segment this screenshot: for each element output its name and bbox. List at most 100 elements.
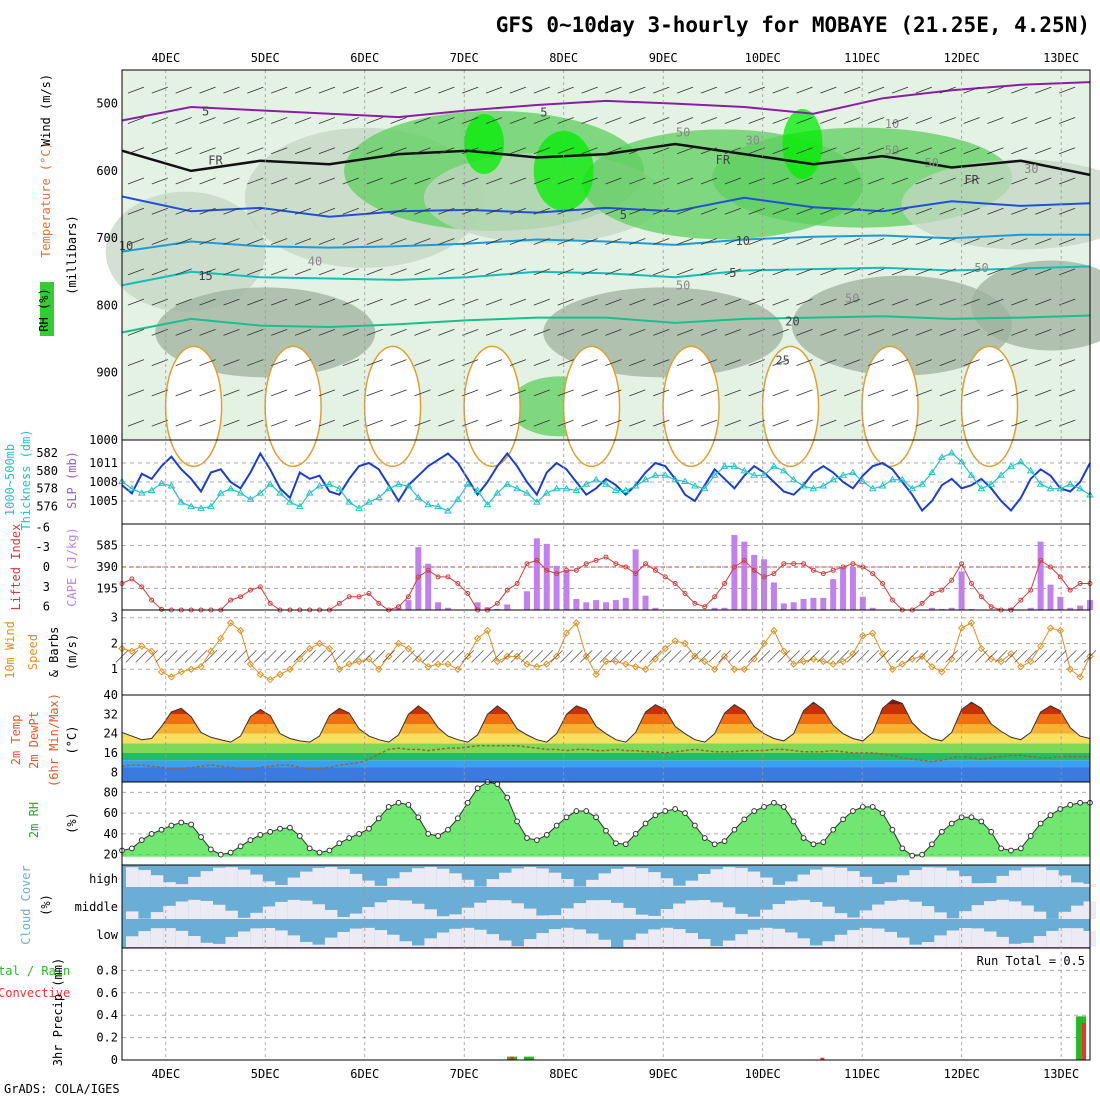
wind-barb <box>820 298 837 306</box>
cloud-high-cell <box>188 876 201 887</box>
wind-barb-10m <box>145 650 158 663</box>
cape-bar <box>849 567 856 610</box>
wind-barb <box>485 298 503 306</box>
wind-barb <box>318 207 336 215</box>
wind-barb <box>748 268 765 276</box>
chart-title: GFS 0~10day 3-hourly for MOBAYE (21.25E,… <box>496 13 1090 37</box>
wind-speed-point <box>138 642 146 650</box>
wind-barb-10m <box>787 650 800 663</box>
wind-speed-point <box>493 657 502 666</box>
wind-speed-point <box>424 662 432 671</box>
wind-barb <box>1011 298 1028 306</box>
thickness-point <box>888 475 897 483</box>
thickness-point <box>720 462 729 469</box>
rh-shading-blob <box>464 114 505 174</box>
wind-speed-point <box>671 637 679 645</box>
wind-barb <box>820 207 837 215</box>
wind-barb <box>629 328 646 336</box>
wind-barb <box>772 177 789 185</box>
wind-barb-10m <box>500 650 514 663</box>
thickness-point <box>216 489 225 496</box>
wind-speed-point <box>592 670 600 679</box>
slp-tick-label: 1011 <box>89 456 118 470</box>
cape-tick-label: 390 <box>96 560 118 574</box>
cape-tick-label: 585 <box>96 539 118 553</box>
wind-barb <box>509 177 527 185</box>
wind-barb <box>342 298 359 306</box>
thickness-point <box>957 457 966 465</box>
thickness-point <box>967 471 976 478</box>
cloud-low-cell <box>1058 928 1072 947</box>
wind-barb <box>223 207 240 215</box>
thickness-point <box>532 498 541 505</box>
wind-barb <box>294 419 312 427</box>
lifted-index-point <box>929 590 935 596</box>
thickness-tick-label: 578 <box>36 482 58 496</box>
rh-contour-label: 50 <box>676 278 690 292</box>
rh2m-point <box>850 808 856 814</box>
precip-total-bar <box>1076 1016 1087 1060</box>
wind-speed-point <box>226 619 235 627</box>
cloud-middle-cell <box>996 899 1009 919</box>
wind-barb-10m <box>994 650 1008 663</box>
pressure-tick-label: 1000 <box>89 433 118 447</box>
cape-bar <box>543 543 550 610</box>
cape-bar <box>563 570 570 610</box>
cape-bar <box>1057 596 1064 610</box>
wind-barb <box>820 177 837 185</box>
wind-barb <box>653 389 670 397</box>
wind-barb-10m <box>1014 650 1028 663</box>
wind-barb <box>963 389 980 397</box>
lifted-index-point <box>781 561 787 567</box>
cloud-high-cell <box>374 885 388 887</box>
thickness-point <box>750 471 759 478</box>
wind-barb <box>390 86 407 94</box>
wind-speed-point <box>740 665 748 673</box>
thickness-point <box>849 468 857 476</box>
cloud-middle-cell <box>673 903 686 919</box>
wind-barb <box>963 86 980 94</box>
li-tick-label: 0 <box>43 560 50 574</box>
thickness-point <box>483 500 492 508</box>
wind-barb <box>820 238 837 245</box>
wind-barb <box>987 359 1004 367</box>
rh2m-point <box>543 832 550 838</box>
wind-barb <box>1058 177 1076 185</box>
wind-barb-10m <box>876 650 889 663</box>
isotherm-label: 5 <box>729 266 736 280</box>
wind-barb <box>581 147 598 155</box>
wind-barb <box>605 177 622 185</box>
wind-barb-10m <box>184 650 198 663</box>
wind-barb <box>151 207 168 215</box>
wind-barb-10m <box>609 650 623 663</box>
li-tick-label: 6 <box>43 600 50 614</box>
cloud-high-cell <box>772 884 786 887</box>
slp-tick-label: 1008 <box>89 475 118 489</box>
cloud-middle-cell <box>909 901 922 919</box>
cloud-low-cell <box>188 935 201 947</box>
thickness-point <box>621 486 630 493</box>
cloud-high-cell <box>959 876 972 887</box>
cloud-low-cell <box>946 930 960 947</box>
rh2m-point <box>306 845 313 852</box>
wind-speed-point <box>256 670 264 679</box>
isotherm-10 <box>121 233 1090 253</box>
temp-band <box>122 753 1090 761</box>
lifted-index-point <box>830 567 836 573</box>
thickness-point <box>740 466 749 474</box>
thickness-point <box>434 502 442 510</box>
lifted-index-point <box>465 590 471 596</box>
wind-barb <box>891 389 909 397</box>
wind-barb-10m <box>224 650 237 663</box>
thickness-point <box>127 484 136 492</box>
wind-speed-point <box>286 665 294 673</box>
wind-barb <box>557 298 574 306</box>
isotherm-label: FR <box>716 153 731 167</box>
wind-barb <box>438 147 455 155</box>
lifted-index-point <box>761 574 767 580</box>
wind-barb <box>199 207 216 215</box>
cape-bar <box>820 597 827 610</box>
temp-band <box>122 714 1090 724</box>
wind-barb <box>485 268 503 276</box>
lifted-index-point <box>840 564 846 570</box>
